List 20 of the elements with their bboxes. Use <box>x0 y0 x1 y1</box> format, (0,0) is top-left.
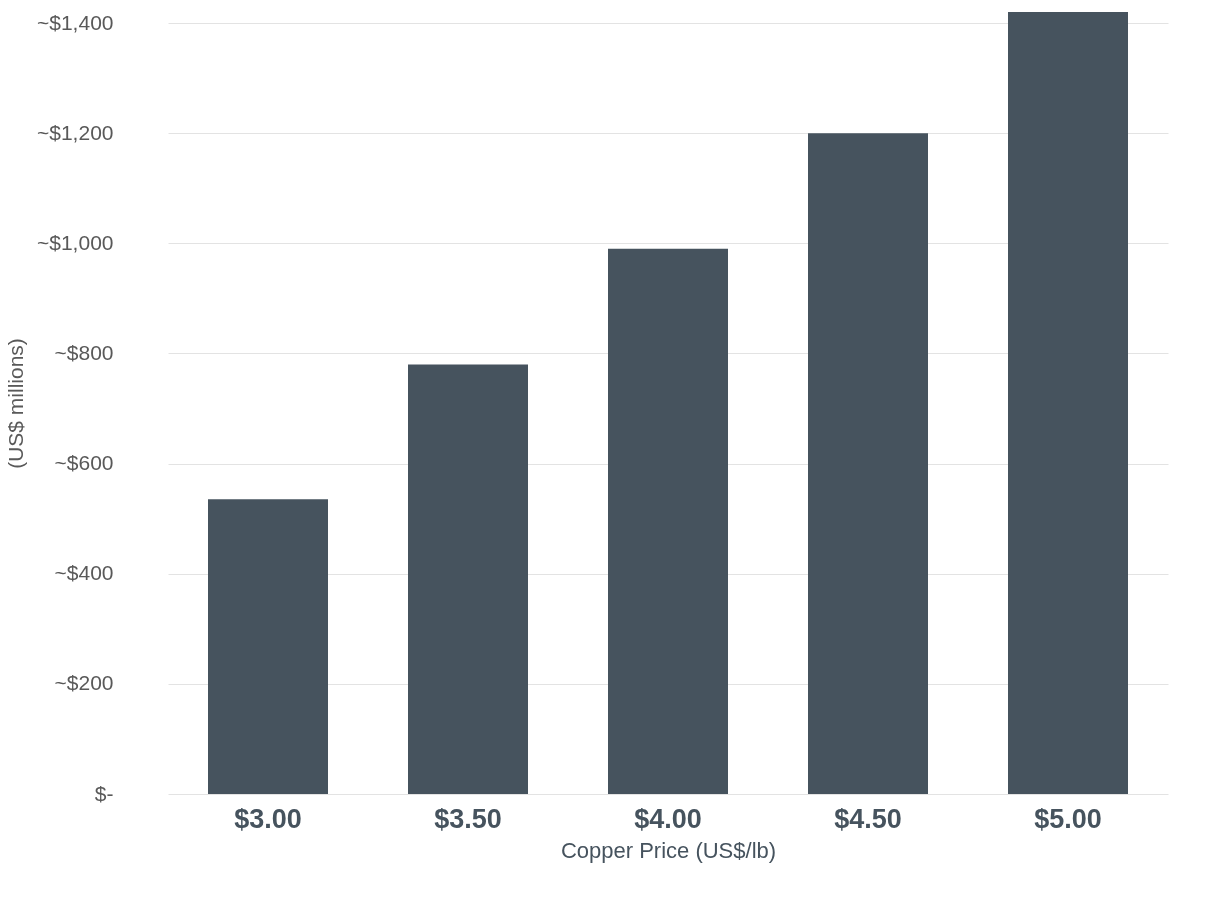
y-tick-label: ~$200 <box>54 671 114 695</box>
y-tick-label: ~$1,000 <box>37 230 114 254</box>
y-tick-label: $- <box>94 781 114 805</box>
x-tick-label: $3.50 <box>434 803 502 834</box>
x-axis-title: Copper Price (US$/lb) <box>560 837 777 863</box>
bar <box>408 364 528 794</box>
x-tick-label: $4.50 <box>834 803 902 834</box>
bar <box>208 499 328 794</box>
bar <box>1008 12 1128 794</box>
y-tick-label: ~$1,400 <box>37 10 114 34</box>
y-axis-title: (US$ millions) <box>4 338 28 469</box>
y-tick-label: ~$800 <box>54 340 114 364</box>
x-tick-label: $4.00 <box>634 803 702 834</box>
y-tick-label: ~$1,200 <box>37 120 114 144</box>
bar <box>808 133 928 794</box>
x-tick-label: $3.00 <box>234 803 302 834</box>
bar <box>608 248 728 794</box>
x-tick-label: $5.00 <box>1034 803 1102 834</box>
y-tick-label: ~$600 <box>54 451 114 475</box>
y-tick-label: ~$400 <box>54 561 114 585</box>
